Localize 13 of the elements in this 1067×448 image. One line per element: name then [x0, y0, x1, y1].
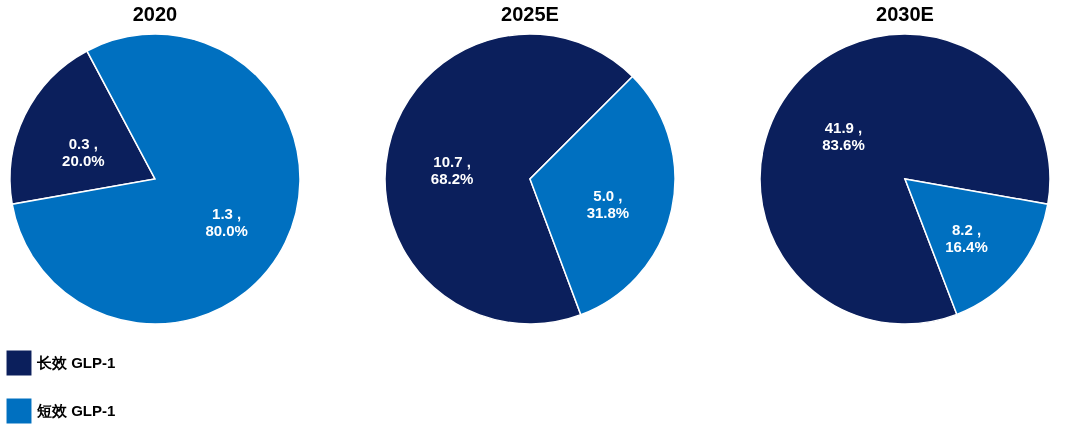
data-label: 8.2 , 16.4% [945, 220, 988, 255]
chart-title: 2025E [501, 3, 559, 25]
data-label: 5.0 , 31.8% [586, 186, 630, 221]
data-label: 41.9 , 83.6% [822, 119, 865, 154]
data-label: 1.3 , 80.0% [205, 204, 248, 239]
chart-title: 2020 [132, 3, 178, 25]
data-label: 10.7 , 68.2% [430, 153, 474, 188]
pie-slice [759, 33, 1051, 325]
pie-slice [11, 33, 301, 325]
legend-label: 短效 GLP-1 [36, 402, 116, 419]
data-label: 0.3 , 20.0% [62, 135, 105, 170]
chart-title: 2030E [876, 3, 934, 25]
legend-label: 长效 GLP-1 [36, 354, 116, 371]
